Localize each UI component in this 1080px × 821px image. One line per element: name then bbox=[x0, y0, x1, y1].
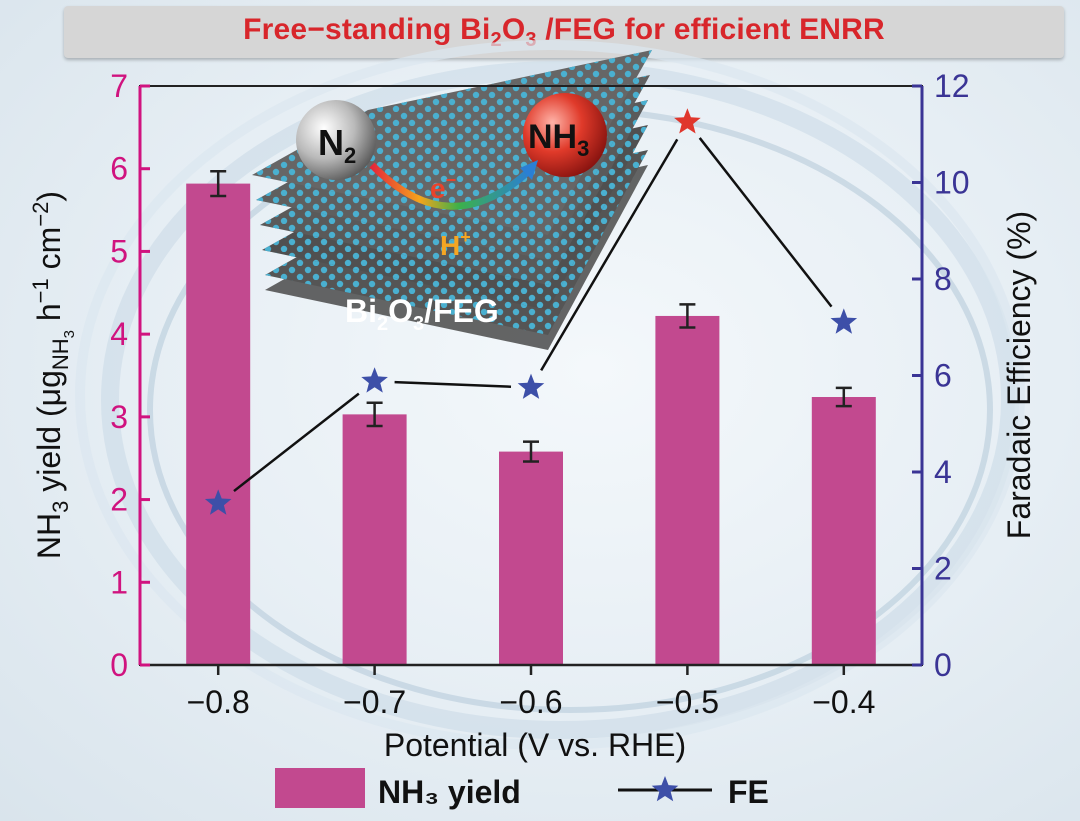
right-tick-label-2: 2 bbox=[934, 551, 952, 587]
bar-4 bbox=[811, 397, 876, 665]
error-bars bbox=[210, 169, 852, 463]
right-tick-label-4: 4 bbox=[934, 454, 952, 490]
fe-line-segment-1 bbox=[394, 380, 512, 389]
fe-line-segment-2 bbox=[540, 138, 679, 371]
fe-star-4 bbox=[830, 308, 858, 334]
fe-line-segment-3 bbox=[698, 137, 833, 308]
fe-star-2 bbox=[517, 373, 545, 399]
reaction-arrow-icon bbox=[369, 162, 533, 210]
left-tick-label-0: 0 bbox=[110, 647, 128, 683]
left-tick-label-6: 6 bbox=[110, 151, 128, 187]
bar-2 bbox=[499, 451, 563, 665]
right-tick-label-6: 6 bbox=[934, 358, 952, 394]
x-tick-label-2: −0.6 bbox=[499, 684, 562, 720]
x-tick-label-3: −0.5 bbox=[656, 684, 719, 720]
bar-3 bbox=[655, 315, 720, 665]
right-tick-label-12: 12 bbox=[934, 68, 970, 104]
n2-molecule-icon bbox=[296, 100, 376, 180]
fe-star-3 bbox=[674, 108, 701, 134]
electron-label: e− bbox=[430, 170, 456, 204]
fe-star-1 bbox=[361, 367, 388, 393]
chart-title: Free−standing Bi2O3 /FEG for efficient E… bbox=[243, 12, 885, 51]
arrow-head-icon bbox=[520, 160, 538, 180]
graphene-layers bbox=[252, 50, 652, 350]
legend: NH₃ yield FE bbox=[275, 768, 769, 810]
bar-0 bbox=[186, 183, 251, 666]
right-tick-label-0: 0 bbox=[934, 647, 952, 683]
right-y-axis-title: Faradaic Efficiency (%) bbox=[1001, 211, 1037, 539]
fe-star-0 bbox=[204, 489, 232, 515]
x-tick-label-1: −0.7 bbox=[343, 684, 406, 720]
proton-label: H+ bbox=[440, 227, 471, 261]
left-tick-label-2: 2 bbox=[110, 482, 128, 518]
n2-label: N2 bbox=[318, 122, 356, 168]
material-label: Bi2O3/FEG bbox=[345, 293, 499, 335]
legend-bar-swatch bbox=[275, 768, 365, 808]
left-tick-label-5: 5 bbox=[110, 233, 128, 269]
left-tick-label-7: 7 bbox=[110, 68, 128, 104]
nh3-molecule-icon bbox=[523, 93, 607, 177]
fe-series bbox=[204, 108, 858, 515]
left-tick-label-3: 3 bbox=[110, 399, 128, 435]
x-tick-label-4: −0.4 bbox=[812, 684, 875, 720]
fe-line-segment-0 bbox=[233, 392, 360, 493]
x-axis-title: Potential (V vs. RHE) bbox=[384, 727, 686, 763]
legend-bar-label: NH₃ yield bbox=[378, 774, 521, 810]
right-tick-label-10: 10 bbox=[934, 165, 970, 201]
bar-1 bbox=[342, 414, 407, 665]
nh3-label: NH3 bbox=[528, 118, 589, 161]
left-y-axis-title: NH3 yield (μgNH3 h−1 cm−2) bbox=[28, 191, 78, 559]
left-tick-label-4: 4 bbox=[110, 316, 128, 352]
bi2o3-feg-illustration: N2 NH3 e− H+ Bi2O3/FEG bbox=[252, 50, 652, 350]
right-tick-label-8: 8 bbox=[934, 261, 952, 297]
legend-line-label: FE bbox=[728, 774, 769, 810]
left-tick-label-1: 1 bbox=[110, 564, 128, 600]
bar-series bbox=[186, 183, 876, 666]
plot-area: N2 NH3 e− H+ Bi2O3/FEG bbox=[186, 50, 876, 666]
legend-star-icon bbox=[651, 776, 679, 802]
x-tick-label-0: −0.8 bbox=[187, 684, 250, 720]
